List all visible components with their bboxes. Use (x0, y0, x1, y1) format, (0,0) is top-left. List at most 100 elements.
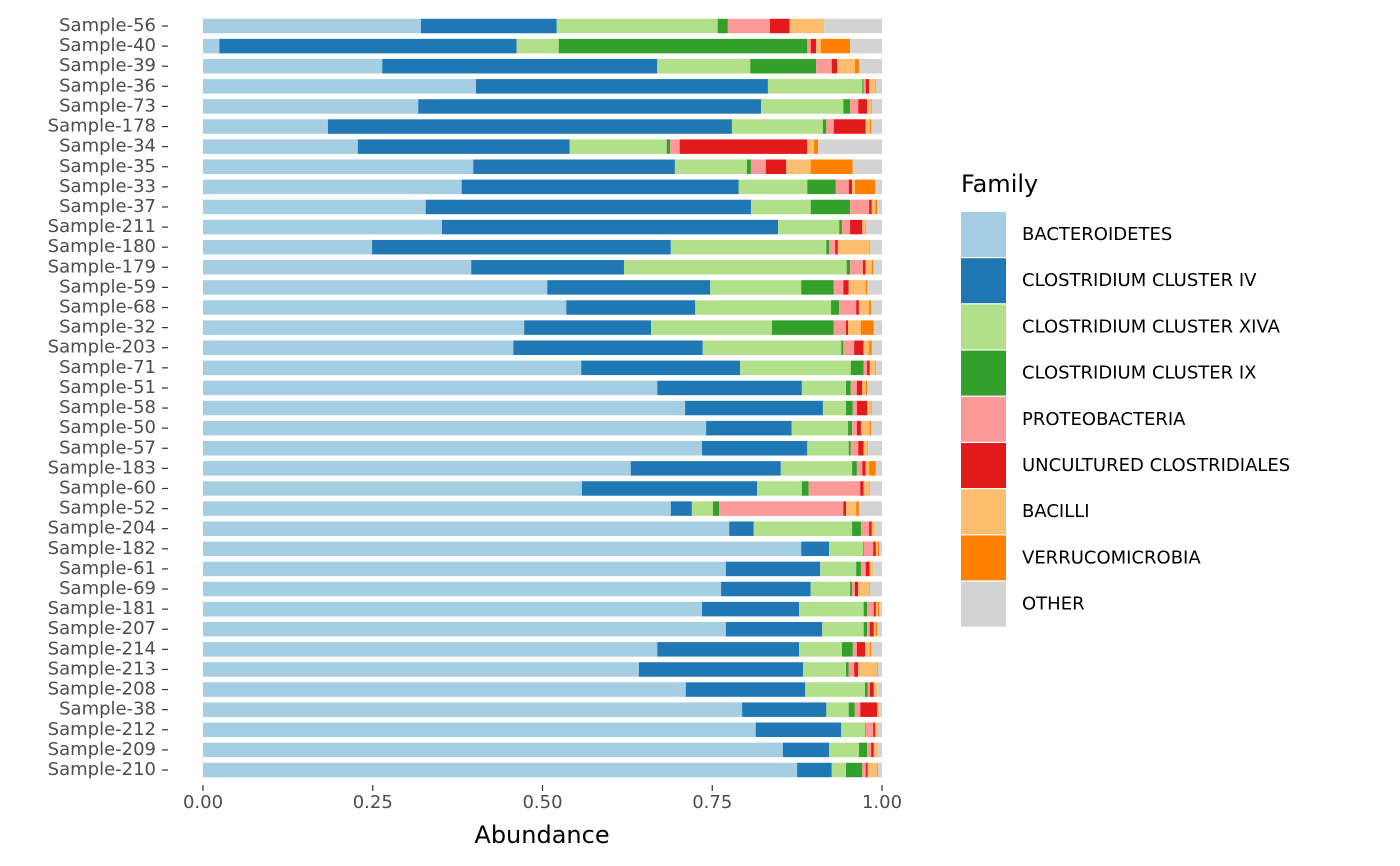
bar-segment (850, 581, 853, 597)
y-tick-label: Sample-35 (59, 156, 156, 177)
legend-label: BACTEROIDETES (1022, 224, 1172, 245)
bar-segment (856, 461, 863, 476)
y-tick-label: Sample-52 (59, 498, 156, 519)
y-tick-label: Sample-32 (59, 317, 156, 338)
legend-label: BACILLI (1022, 501, 1090, 522)
bar-segment (203, 702, 743, 717)
bar-segment (850, 380, 857, 396)
bar-segment (850, 199, 870, 215)
bar-segment (877, 742, 882, 758)
bar-segment (814, 139, 819, 154)
bar-segment (877, 662, 882, 677)
bar-segment (810, 581, 851, 597)
bar-segment (203, 239, 373, 255)
bar-segment (382, 58, 658, 74)
bar-segment (848, 420, 853, 436)
bar-segment (807, 441, 849, 456)
bar-segment (877, 762, 882, 778)
bar-segment (581, 360, 741, 376)
bar-segment (657, 58, 751, 74)
bar-segment (750, 58, 817, 74)
bar-segment (786, 159, 811, 175)
bar-segment (863, 79, 866, 94)
y-tick-label: Sample-212 (48, 719, 156, 740)
bar-segment (862, 461, 866, 476)
bar-segment (850, 219, 863, 235)
bar-segment (848, 280, 866, 295)
bar-segment (725, 621, 823, 637)
bar-segment (657, 642, 800, 657)
bar-segment (807, 139, 815, 154)
bar-segment (856, 400, 868, 416)
bar-segment (858, 99, 868, 114)
bar-segment (867, 441, 868, 456)
legend-key (961, 489, 1006, 535)
bar-segment (833, 119, 866, 134)
bar-segment (719, 501, 844, 516)
bar-segment (862, 219, 866, 235)
bar-segment (869, 420, 872, 436)
bar-segment (695, 300, 832, 315)
bar-segment (789, 18, 825, 34)
bar-segment (852, 400, 857, 416)
bar-segment (877, 662, 878, 677)
bar-segment (801, 380, 847, 396)
bar-segment (769, 18, 790, 34)
bar-segment (203, 481, 582, 496)
bar-segment (856, 380, 863, 396)
y-tick-label: Sample-208 (48, 679, 156, 700)
bar-segment (839, 219, 842, 235)
bar-segment (801, 280, 834, 295)
bar-segment (860, 420, 870, 436)
bar-segment (702, 441, 808, 456)
bar-segment (799, 642, 842, 657)
bar-segment (778, 219, 840, 235)
bar-segment (833, 320, 847, 335)
y-tick-label: Sample-50 (59, 417, 156, 438)
legend-label: CLOSTRIDIUM CLUSTER IV (1022, 270, 1257, 291)
y-tick-label: Sample-56 (59, 15, 156, 36)
bar-segment (869, 199, 872, 215)
bar-segment (873, 722, 876, 738)
bar-segment (856, 501, 859, 516)
legend-key (961, 212, 1006, 257)
y-tick-label: Sample-71 (59, 357, 156, 378)
bar-segment (782, 742, 830, 758)
bar-segment (875, 621, 878, 637)
bar-segment (862, 762, 866, 778)
bar-segment (865, 722, 866, 738)
bar-segment (862, 380, 866, 396)
bar-segment (727, 18, 770, 34)
y-tick-label: Sample-57 (59, 437, 156, 458)
bar-segment (858, 501, 882, 516)
bar-segment (865, 79, 870, 94)
bar-segment (879, 541, 882, 557)
bar-segment (203, 441, 703, 456)
bar-segment (850, 38, 882, 54)
legend-key (961, 350, 1006, 396)
bar-segment (848, 320, 861, 335)
bar-segment (856, 300, 859, 315)
bar-segment (805, 682, 866, 697)
y-tick-label: Sample-39 (59, 55, 156, 76)
bar-segment (843, 99, 851, 114)
bar-segment (822, 621, 864, 637)
bar-segment (852, 159, 882, 175)
bar-segment (837, 58, 855, 74)
bar-segment (865, 642, 870, 657)
bar-segment (843, 280, 849, 295)
bar-segment (569, 139, 667, 154)
bar-segment (865, 260, 872, 275)
bar-segment (721, 581, 811, 597)
bar-segment (877, 762, 878, 778)
bar-segment (865, 219, 882, 235)
bar-segment (867, 280, 882, 295)
y-tick-label: Sample-181 (48, 598, 156, 619)
bar-segment (860, 702, 878, 717)
legend-label: CLOSTRIDIUM CLUSTER IX (1022, 363, 1257, 384)
bar-segment (738, 179, 808, 195)
bar-segment (869, 642, 872, 657)
y-tick-label: Sample-183 (48, 457, 156, 478)
bar-segment (854, 702, 861, 717)
bar-segment (822, 119, 827, 134)
